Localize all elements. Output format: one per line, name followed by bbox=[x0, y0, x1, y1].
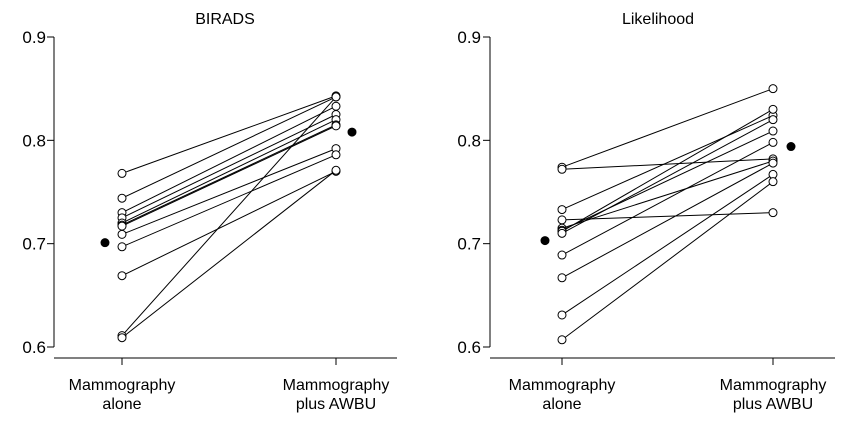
mean-point bbox=[540, 236, 550, 246]
mean-point bbox=[786, 142, 796, 152]
reader-point bbox=[117, 168, 127, 178]
reader-change-line bbox=[121, 96, 337, 336]
reader-point bbox=[768, 177, 778, 187]
reader-point bbox=[331, 101, 341, 111]
reader-point bbox=[557, 215, 567, 225]
reader-change-line bbox=[561, 212, 774, 221]
reader-point bbox=[117, 229, 127, 239]
reader-point bbox=[117, 271, 127, 281]
reader-change-line bbox=[561, 88, 774, 168]
reader-point bbox=[768, 126, 778, 136]
reader-point bbox=[557, 228, 567, 238]
mean-point bbox=[347, 127, 357, 137]
reader-point bbox=[557, 164, 567, 174]
reader-change-line bbox=[561, 181, 774, 341]
reader-point bbox=[331, 121, 341, 131]
reader-point bbox=[331, 150, 341, 160]
reader-point bbox=[331, 92, 341, 102]
reader-change-line bbox=[561, 160, 774, 229]
reader-point bbox=[331, 165, 341, 175]
reader-change-line bbox=[121, 154, 337, 248]
reader-point bbox=[117, 333, 127, 343]
panel-title: Likelihood bbox=[622, 11, 694, 28]
y-tick-label: 0.8 bbox=[22, 131, 46, 150]
reader-point bbox=[557, 250, 567, 260]
x-category-label: Mammography alone bbox=[69, 377, 176, 413]
reader-point bbox=[768, 115, 778, 125]
mean-point bbox=[100, 238, 110, 248]
y-tick-label: 0.7 bbox=[457, 235, 481, 254]
reader-change-line bbox=[121, 114, 337, 219]
birads-panel: BIRADS 0.6 0.7 0.8 0.9 Mammography alone Mammog… bbox=[22, 11, 397, 413]
y-tick-label: 0.6 bbox=[22, 338, 46, 357]
reader-change-line bbox=[561, 162, 774, 279]
reader-point bbox=[768, 84, 778, 94]
reader-point bbox=[557, 335, 567, 345]
reader-point bbox=[557, 310, 567, 320]
y-tick-label: 0.8 bbox=[457, 131, 481, 150]
reader-change-line bbox=[121, 148, 337, 235]
reader-change-line bbox=[561, 108, 774, 232]
reader-change-line bbox=[121, 105, 337, 214]
reader-change-line bbox=[561, 115, 774, 211]
reader-change-line bbox=[121, 170, 337, 277]
likelihood-panel: Likelihood 0.6 0.7 0.8 0.9 Mammography alone Ma… bbox=[457, 11, 835, 413]
reader-change-line bbox=[121, 95, 337, 174]
reader-point bbox=[117, 193, 127, 203]
y-tick-label: 0.6 bbox=[457, 338, 481, 357]
reader-change-line bbox=[121, 124, 337, 226]
x-category-label: Mammography plus AWBU bbox=[283, 377, 390, 413]
reader-point bbox=[768, 158, 778, 168]
reader-point bbox=[557, 205, 567, 215]
reader-change-line bbox=[121, 96, 337, 199]
reader-change-line bbox=[561, 130, 774, 231]
y-tick-label: 0.9 bbox=[457, 28, 481, 47]
y-tick-label: 0.9 bbox=[22, 28, 46, 47]
reader-change-line bbox=[561, 119, 774, 234]
reader-point bbox=[557, 273, 567, 283]
reader-change-line bbox=[561, 158, 774, 170]
reader-point bbox=[117, 242, 127, 252]
reader-point bbox=[768, 137, 778, 147]
reader-change-line bbox=[561, 174, 774, 316]
x-category-label: Mammography plus AWBU bbox=[720, 377, 827, 413]
reader-change-line bbox=[121, 169, 337, 339]
reader-change-line bbox=[561, 141, 774, 256]
reader-point bbox=[117, 221, 127, 231]
y-tick-label: 0.7 bbox=[22, 235, 46, 254]
reader-point bbox=[768, 104, 778, 114]
reader-change-line bbox=[121, 125, 337, 227]
x-category-label: Mammography alone bbox=[509, 377, 616, 413]
reader-point bbox=[768, 208, 778, 218]
panel-title: BIRADS bbox=[195, 11, 255, 28]
